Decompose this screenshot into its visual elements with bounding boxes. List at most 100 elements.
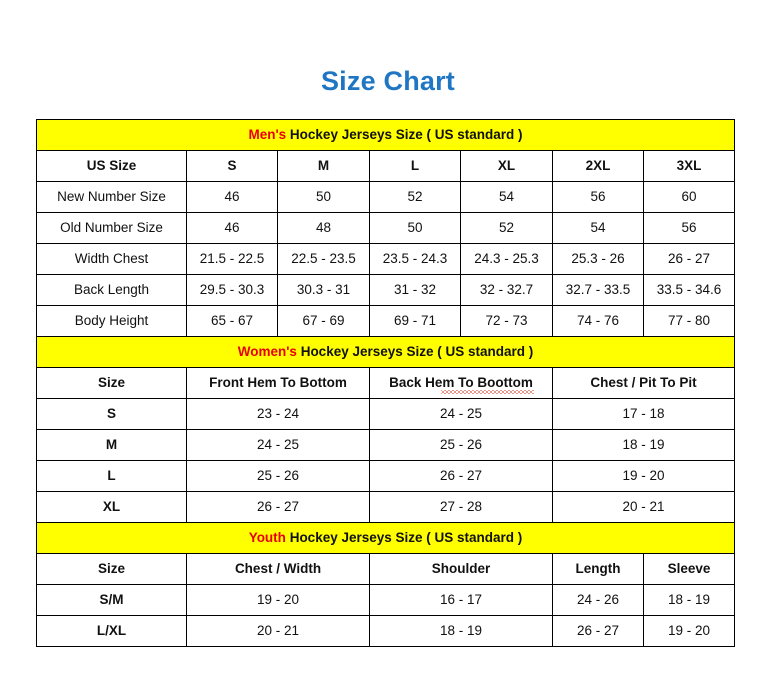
- row-label-mens-3: Back Length: [36, 274, 187, 306]
- row-label-mens-2: Width Chest: [36, 243, 187, 275]
- section-banner-accent: Youth: [248, 529, 286, 545]
- cell-mens-2-3: 24.3 - 25.3: [460, 243, 553, 275]
- column-header-womens-2: Back Hem To Boottom: [369, 367, 553, 399]
- cell-mens-0-5: 60: [643, 181, 735, 213]
- column-header-row: US Size S M L XL 2XL 3XL: [36, 150, 735, 182]
- cell-youth-0-3: 18 - 19: [643, 584, 735, 616]
- cell-mens-0-2: 52: [369, 181, 461, 213]
- cell-mens-4-2: 69 - 71: [369, 305, 461, 337]
- cell-youth-0-1: 16 - 17: [369, 584, 553, 616]
- table-row: Back Length 29.5 - 30.3 30.3 - 31 31 - 32 32…: [36, 274, 735, 306]
- cell-youth-1-0: 20 - 21: [186, 615, 370, 647]
- column-header-womens-0: Size: [36, 367, 187, 399]
- row-label-womens-0: S: [36, 398, 187, 430]
- cell-womens-2-2: 19 - 20: [552, 460, 735, 492]
- column-header-youth-2: Shoulder: [369, 553, 553, 585]
- cell-mens-1-4: 54: [552, 212, 644, 244]
- row-label-youth-0: S/M: [36, 584, 187, 616]
- row-label-womens-3: XL: [36, 491, 187, 523]
- cell-mens-3-0: 29.5 - 30.3: [186, 274, 278, 306]
- table-row: XL 26 - 27 27 - 28 20 - 21: [36, 491, 735, 523]
- cell-mens-0-1: 50: [277, 181, 370, 213]
- column-header-youth-1: Chest / Width: [186, 553, 370, 585]
- row-label-mens-0: New Number Size: [36, 181, 187, 213]
- table-row: Width Chest 21.5 - 22.5 22.5 - 23.5 23.5 - …: [36, 243, 735, 275]
- column-header-mens-1: S: [186, 150, 278, 182]
- column-header-mens-6: 3XL: [643, 150, 735, 182]
- size-tables-container: Men's Hockey Jerseys Size ( US standard …: [36, 119, 735, 647]
- section-banner-rest: Hockey Jerseys Size ( US standard ): [296, 343, 534, 359]
- cell-mens-0-3: 54: [460, 181, 553, 213]
- cell-mens-1-1: 48: [277, 212, 370, 244]
- page-title: Size Chart: [320, 66, 456, 96]
- cell-mens-4-3: 72 - 73: [460, 305, 553, 337]
- column-header-mens-2: M: [277, 150, 370, 182]
- cell-womens-3-2: 20 - 21: [552, 491, 735, 523]
- cell-mens-4-0: 65 - 67: [186, 305, 278, 337]
- cell-mens-4-1: 67 - 69: [277, 305, 370, 337]
- row-label-womens-2: L: [36, 460, 187, 492]
- cell-mens-1-2: 50: [369, 212, 461, 244]
- table-row: S 23 - 24 24 - 25 17 - 18: [36, 398, 735, 430]
- column-header-womens-1: Front Hem To Bottom: [186, 367, 370, 399]
- column-header-youth-4: Sleeve: [643, 553, 735, 585]
- cell-mens-3-4: 32.7 - 33.5: [552, 274, 644, 306]
- section-banner-row: Youth Hockey Jerseys Size ( US standard …: [36, 522, 735, 554]
- cell-womens-1-0: 24 - 25: [186, 429, 370, 461]
- cell-mens-0-4: 56: [552, 181, 644, 213]
- cell-youth-0-0: 19 - 20: [186, 584, 370, 616]
- cell-youth-0-2: 24 - 26: [552, 584, 644, 616]
- section-banner-accent: Women's: [237, 343, 297, 359]
- cell-mens-3-3: 32 - 32.7: [460, 274, 553, 306]
- cell-mens-2-1: 22.5 - 23.5: [277, 243, 370, 275]
- spellcheck-underline-text: Back Hem To Boottom: [389, 374, 535, 395]
- cell-mens-3-2: 31 - 32: [369, 274, 461, 306]
- column-header-youth-0: Size: [36, 553, 187, 585]
- row-label-mens-1: Old Number Size: [36, 212, 187, 244]
- cell-mens-2-2: 23.5 - 24.3: [369, 243, 461, 275]
- section-banner-rest: Hockey Jerseys Size ( US standard ): [285, 529, 523, 545]
- cell-womens-2-0: 25 - 26: [186, 460, 370, 492]
- cell-womens-3-1: 27 - 28: [369, 491, 553, 523]
- cell-youth-1-2: 26 - 27: [552, 615, 644, 647]
- cell-youth-1-3: 19 - 20: [643, 615, 735, 647]
- row-label-womens-1: M: [36, 429, 187, 461]
- section-banner-rest: Hockey Jerseys Size ( US standard ): [286, 126, 523, 142]
- cell-womens-3-0: 26 - 27: [186, 491, 370, 523]
- cell-womens-0-0: 23 - 24: [186, 398, 370, 430]
- table-row: Body Height 65 - 67 67 - 69 69 - 71 72 - 73 7…: [36, 305, 735, 337]
- cell-youth-1-1: 18 - 19: [369, 615, 553, 647]
- column-header-youth-3: Length: [552, 553, 644, 585]
- column-header-mens-0: US Size: [36, 150, 187, 182]
- table-row: L/XL 20 - 21 18 - 19 26 - 27 19 - 20: [36, 615, 735, 647]
- row-label-youth-1: L/XL: [36, 615, 187, 647]
- cell-mens-2-4: 25.3 - 26: [552, 243, 644, 275]
- column-header-row: Size Front Hem To Bottom Back Hem To Boott…: [36, 367, 735, 399]
- table-row: Old Number Size 46 48 50 52 54 56: [36, 212, 735, 244]
- column-header-mens-3: L: [369, 150, 461, 182]
- cell-mens-1-5: 56: [643, 212, 735, 244]
- cell-mens-1-3: 52: [460, 212, 553, 244]
- cell-mens-4-4: 74 - 76: [552, 305, 644, 337]
- section-banner-row: Women's Hockey Jerseys Size ( US standar…: [36, 336, 735, 368]
- table-row: M 24 - 25 25 - 26 18 - 19: [36, 429, 735, 461]
- cell-mens-2-0: 21.5 - 22.5: [186, 243, 278, 275]
- table-row: L 25 - 26 26 - 27 19 - 20: [36, 460, 735, 492]
- section-banner-womens: Women's Hockey Jerseys Size ( US standar…: [36, 336, 735, 368]
- cell-mens-3-5: 33.5 - 34.6: [643, 274, 735, 306]
- row-label-mens-4: Body Height: [36, 305, 187, 337]
- section-banner-mens: Men's Hockey Jerseys Size ( US standard …: [36, 119, 735, 151]
- cell-womens-1-1: 25 - 26: [369, 429, 553, 461]
- size-chart-body: Men's Hockey Jerseys Size ( US standard …: [36, 119, 735, 647]
- column-header-row: Size Chest / Width Shoulder Length Sleeve: [36, 553, 735, 585]
- column-header-mens-4: XL: [460, 150, 553, 182]
- section-banner-row: Men's Hockey Jerseys Size ( US standard …: [36, 119, 735, 151]
- table-row: New Number Size 46 50 52 54 56 60: [36, 181, 735, 213]
- cell-womens-1-2: 18 - 19: [552, 429, 735, 461]
- size-chart-table: Men's Hockey Jerseys Size ( US standard …: [36, 119, 735, 647]
- cell-mens-2-5: 26 - 27: [643, 243, 735, 275]
- section-banner-accent: Men's: [248, 126, 287, 142]
- cell-womens-2-1: 26 - 27: [369, 460, 553, 492]
- cell-womens-0-2: 17 - 18: [552, 398, 735, 430]
